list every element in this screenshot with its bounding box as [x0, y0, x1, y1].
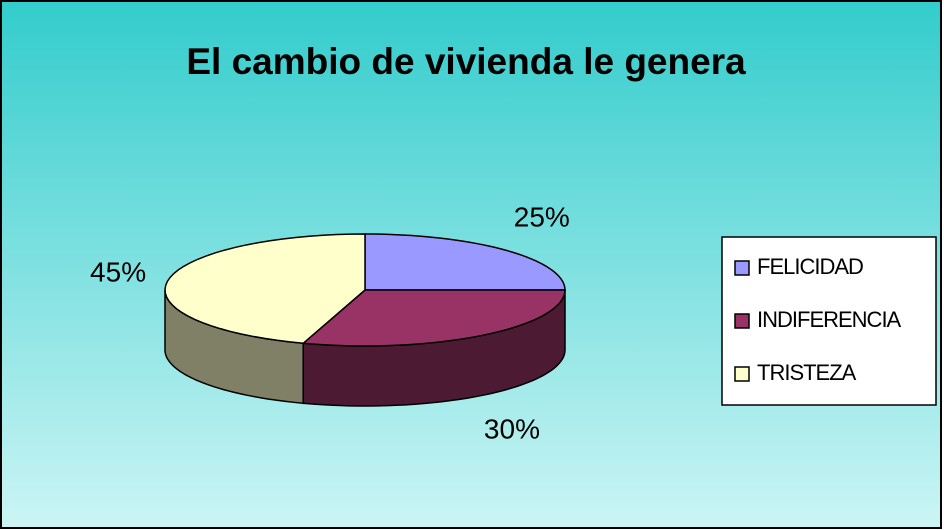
data-label: 30%: [484, 413, 540, 444]
pie-slice: [301, 289, 566, 347]
pie-slice: [164, 233, 366, 345]
legend-swatch: [734, 366, 750, 382]
chart-title: El cambio de vivienda le genera: [186, 41, 746, 82]
legend: [721, 236, 937, 406]
data-label: 25%: [514, 202, 570, 233]
legend-swatch: [734, 313, 750, 329]
pie-slice: [364, 233, 566, 291]
legend-label: INDIFERENCIA: [757, 307, 902, 332]
data-label: 45%: [90, 257, 146, 288]
legend-label: FELICIDAD: [757, 254, 863, 279]
legend-label: TRISTEZA: [757, 360, 857, 385]
legend-swatch: [734, 260, 750, 276]
